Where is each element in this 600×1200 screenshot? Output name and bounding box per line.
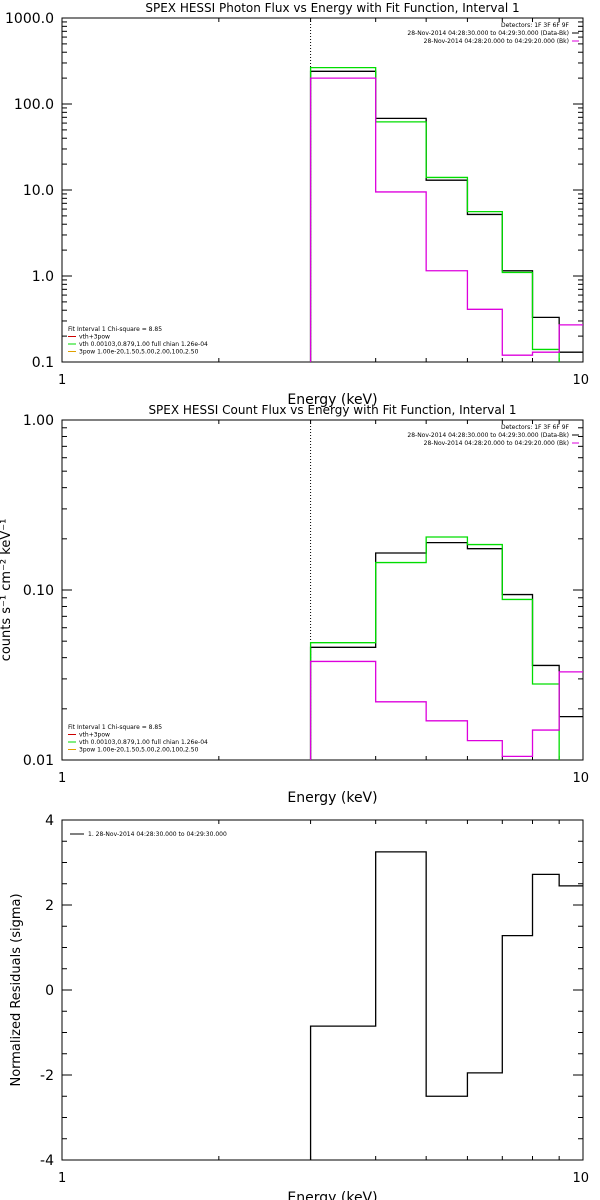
panel-count: SPEX HESSI Count Flux vs Energy with Fit… <box>0 403 589 806</box>
y-tick-label: 0.10 <box>23 583 54 599</box>
y-tick-label: 0 <box>45 983 54 999</box>
x-axis-label: Energy (keV) <box>287 1190 377 1200</box>
y-tick-label: 1.0 <box>32 269 54 285</box>
x-tick-label: 1 <box>58 771 66 786</box>
series-1-histogram <box>309 66 560 362</box>
x-tick-label: 1 <box>58 1171 66 1186</box>
x-tick-label: 10 <box>572 373 589 388</box>
panel-residuals: 1 10 -4 -2 0 2 4 Energy (keV) Normalized Residua… <box>9 813 589 1200</box>
series-2-histogram <box>309 660 583 760</box>
series-2-histogram <box>309 77 583 362</box>
x-axis-label: Energy (keV) <box>287 392 377 408</box>
series-1-histogram <box>309 536 560 760</box>
legend-left-entry: 1. 28-Nov-2014 04:28:30.000 to 04:29:30.… <box>88 831 227 838</box>
legend-left-entry: vth+3pow <box>79 732 110 739</box>
legend-right-entry: Detectors: 1F 3F 6F 9F <box>501 424 570 431</box>
y-axis-label: Normalized Residuals (sigma) <box>9 893 24 1086</box>
y-tick-label: -2 <box>40 1068 54 1084</box>
legend-right-entry: 28-Nov-2014 04:28:30.000 to 04:29:30.000… <box>407 30 569 37</box>
chart-title: SPEX HESSI Count Flux vs Energy with Fit… <box>148 403 516 417</box>
legend-left-entry: 3pow 1.00e-20,1.50,5.00,2.00,100,2.50 <box>79 349 199 356</box>
y-tick-label: 100.0 <box>14 97 54 113</box>
legend-right-entry: 28-Nov-2014 04:28:20.000 to 04:29:20.000… <box>424 440 569 447</box>
chart-title: SPEX HESSI Photon Flux vs Energy with Fi… <box>145 1 519 15</box>
legend-left-entry: 3pow 1.00e-20,1.50,5.00,2.00,100,2.50 <box>79 747 199 754</box>
y-tick-label: 2 <box>45 898 54 914</box>
y-tick-label: 0.1 <box>32 355 54 371</box>
y-axis-label: counts s⁻¹ cm⁻² keV⁻¹ <box>0 519 14 662</box>
y-tick-label: -4 <box>40 1153 54 1169</box>
legend-left-entry: Fit Interval 1 Chi-square = 8.85 <box>68 326 162 333</box>
x-axis-label: Energy (keV) <box>287 790 377 806</box>
y-tick-label: 1000.0 <box>5 11 54 27</box>
legend-left-entry: vth+3pow <box>79 334 110 341</box>
series-0-histogram <box>309 851 583 1160</box>
y-tick-label: 0.01 <box>23 753 54 769</box>
y-tick-label: 4 <box>45 813 54 829</box>
x-tick-label: 10 <box>572 1171 589 1186</box>
x-tick-label: 1 <box>58 373 66 388</box>
legend-right-entry: 28-Nov-2014 04:28:30.000 to 04:29:30.000… <box>407 432 569 439</box>
y-tick-label: 1.00 <box>23 413 54 429</box>
x-tick-label: 10 <box>572 771 589 786</box>
legend-left-entry: vth 0.00103,0.879,1.00 full chian 1.26e-… <box>79 739 208 746</box>
legend-right-entry: 28-Nov-2014 04:28:20.000 to 04:29:20.000… <box>424 38 569 45</box>
legend-right-entry: Detectors: 1F 3F 6F 9F <box>501 22 570 29</box>
panel-photon: SPEX HESSI Photon Flux vs Energy with Fi… <box>5 1 589 408</box>
legend-left-entry: vth 0.00103,0.879,1.00 full chian 1.26e-… <box>79 341 208 348</box>
y-tick-label: 10.0 <box>23 183 54 199</box>
legend-left-entry: Fit Interval 1 Chi-square = 8.85 <box>68 724 162 731</box>
